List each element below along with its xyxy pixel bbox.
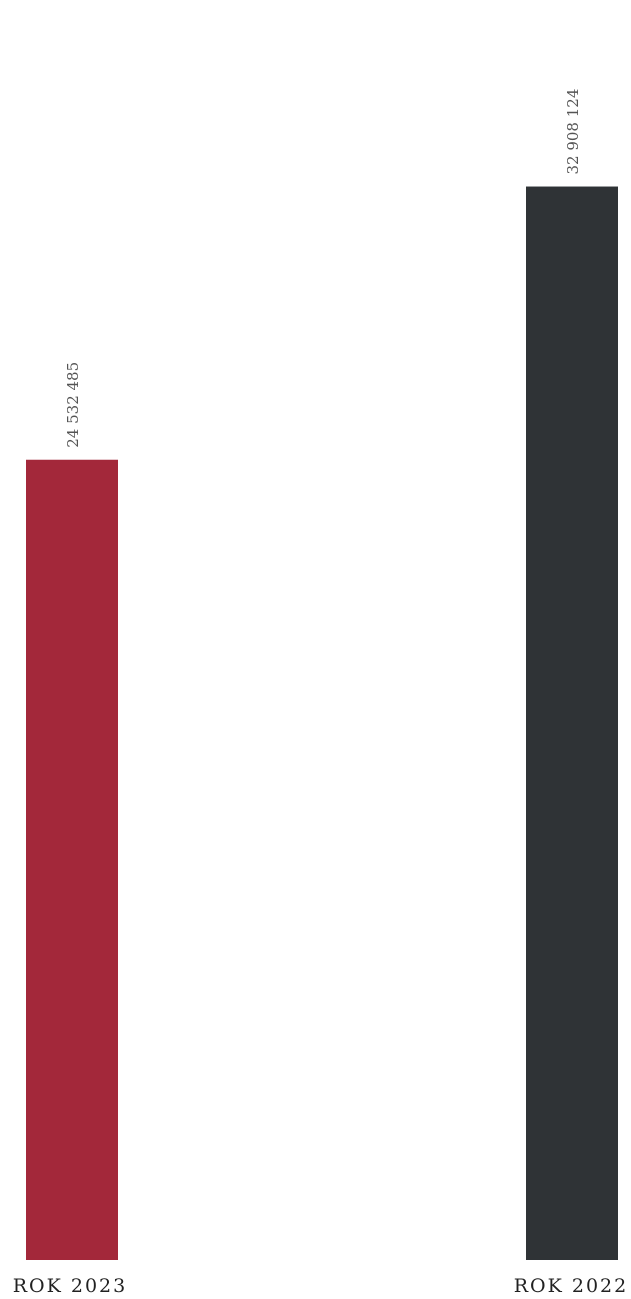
value-labels-group: 24 532 485 32 908 124: [64, 89, 582, 448]
value-label-2: 32 908 124: [564, 89, 582, 175]
bars-group: [26, 186, 618, 1261]
category-labels-group: ROK 2023 ROK 2022: [13, 1275, 628, 1297]
value-label-1: 24 532 485: [64, 362, 82, 448]
category-label-2: ROK 2022: [514, 1275, 628, 1297]
category-label-1: ROK 2023: [13, 1275, 127, 1297]
bar-1: [26, 459, 118, 1261]
bar-2: [526, 186, 618, 1260]
